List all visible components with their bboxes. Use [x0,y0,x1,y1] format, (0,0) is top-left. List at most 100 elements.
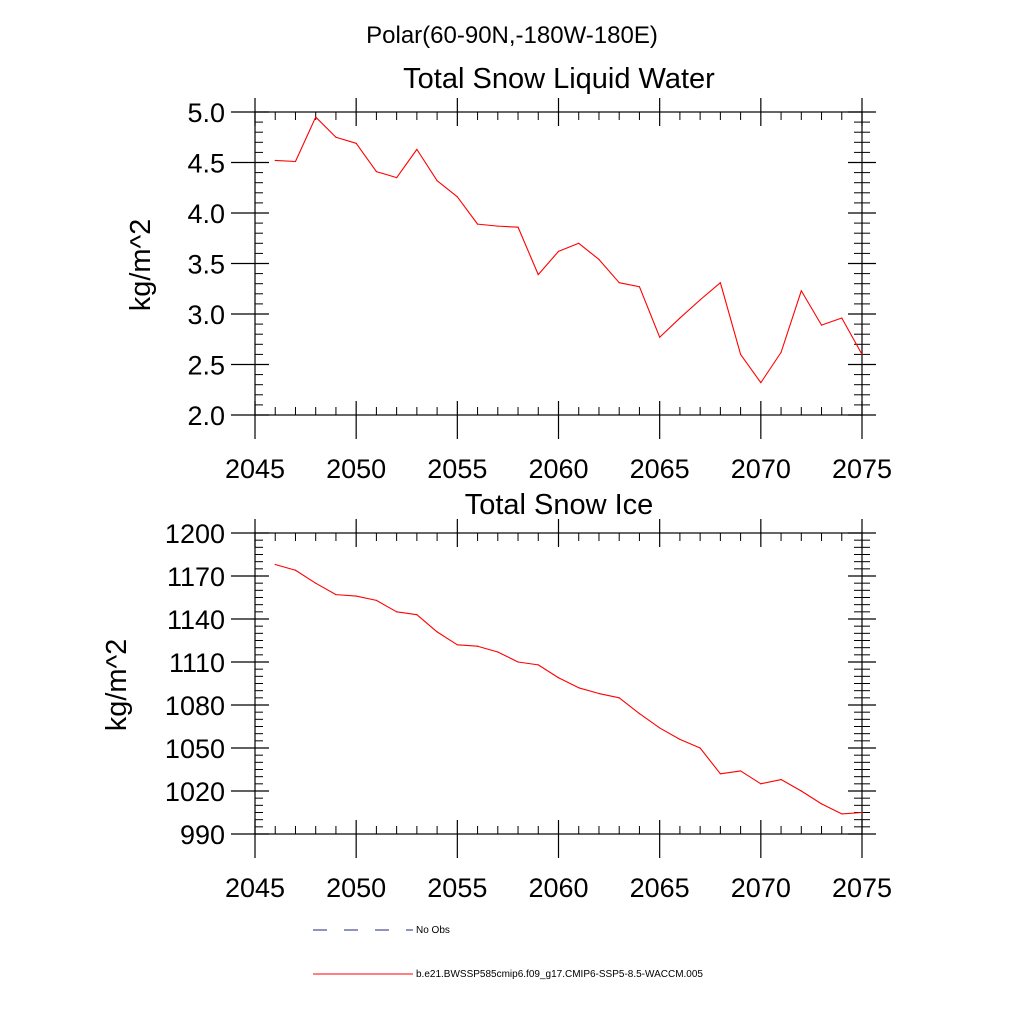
y-tick-label: 1080 [165,691,225,721]
y-tick-label: 3.0 [187,300,225,330]
data-point [598,258,600,261]
y-tick-label: 1170 [167,562,225,592]
data-point [598,692,600,695]
y-tick-label: 1020 [165,777,225,807]
x-tick-label: 2075 [832,873,892,903]
data-point [760,783,762,785]
y-tick-label: 990 [180,820,225,850]
snow-ice-panel: Total Snow Ice kg/m^2 990 1020 1050 1080 111… [101,489,892,903]
data-point [497,651,499,653]
liquid-water-panel: Total Snow Liquid Water kg/m^2 2.0 2.5 3.0… [125,63,892,484]
data-point [436,180,438,182]
data-point [699,747,701,749]
data-point [861,811,863,814]
y-tick-label: 2.0 [187,401,225,431]
plot-frame [254,111,863,416]
data-point [820,324,823,326]
x-tick-label: 2050 [326,454,386,484]
data-point [355,595,357,597]
data-point [679,738,681,741]
x-tick-label: 2045 [225,454,285,484]
data-point [800,790,802,792]
data-point [315,116,317,118]
data-point [699,299,701,301]
data-point [638,713,641,715]
data-point [800,290,802,292]
plot-area: 990 1020 1050 1080 1110 1140 1170 1200 2045 2050 2… [165,519,892,903]
legend: No Obs b.e21.BWSSP585cmip6.f09_g17.CMIP6… [313,925,703,980]
data-point [517,226,519,228]
data-point [396,611,398,613]
data-point [517,661,519,663]
data-point [841,317,843,319]
legend-label-no-obs: No Obs [416,925,450,936]
chart-title: Total Snow Ice [465,489,654,521]
data-point [456,644,458,646]
y-tick-label: 3.5 [187,250,225,280]
data-point [497,225,499,227]
data-point [719,282,721,284]
y-tick-label: 1110 [169,648,225,678]
x-tick-label: 2060 [528,454,588,484]
data-point [436,631,438,633]
data-point [719,773,721,775]
data-point [820,803,823,805]
data-point [740,770,742,772]
data-point [335,594,337,596]
data-point [578,242,580,244]
series-line [275,564,863,815]
legend-label-model: b.e21.BWSSP585cmip6.f09_g17.CMIP6-SSP5-8… [416,969,703,980]
x-tick-label: 2060 [528,873,588,903]
x-tick-label: 2045 [225,873,285,903]
data-point [274,563,276,566]
x-tick-label: 2055 [427,873,487,903]
y-tick-label: 1050 [165,734,225,764]
x-tick-label: 2070 [731,873,791,903]
y-axis-label: kg/m^2 [125,219,157,312]
data-point [416,148,418,150]
data-point [740,353,742,355]
data-point [294,569,297,571]
y-tick-label: 1200 [165,519,225,549]
data-point [638,286,641,288]
data-point [780,351,782,353]
y-tick-label: 2.5 [187,351,225,381]
y-tick-label: 4.0 [187,199,225,229]
data-point [476,223,479,225]
data-point [537,274,539,276]
data-point [618,282,620,284]
data-point [416,614,418,616]
data-point [294,160,297,163]
plot-frame [254,532,863,835]
x-tick-label: 2065 [630,454,690,484]
data-point [861,353,863,355]
y-tick-label: 4.5 [187,149,225,179]
data-point [659,727,661,729]
x-tick-label: 2050 [326,873,386,903]
y-tick-label: 1140 [167,605,225,635]
data-point [375,170,377,173]
data-point [578,687,580,689]
y-axis-label: kg/m^2 [101,639,133,732]
data-point [557,250,560,252]
data-point [335,136,337,138]
x-tick-label: 2055 [427,454,487,484]
data-point [679,317,681,319]
y-tick-label: 5.0 [187,98,225,128]
figure-suptitle: Polar(60-90N,-180W-180E) [366,22,658,49]
x-tick-label: 2070 [731,454,791,484]
data-point [841,813,843,815]
data-point [618,697,620,699]
series-line [275,116,863,384]
plot-area: 2.0 2.5 3.0 3.5 4.0 4.5 5.0 2045 2050 2055 2060 206… [187,98,892,484]
data-point [780,778,782,781]
data-point [760,382,762,384]
data-point [396,177,398,179]
data-point [476,645,479,647]
data-point [659,336,661,338]
data-point [274,159,276,162]
data-point [557,677,560,679]
x-tick-label: 2065 [630,873,690,903]
data-point [456,196,458,198]
